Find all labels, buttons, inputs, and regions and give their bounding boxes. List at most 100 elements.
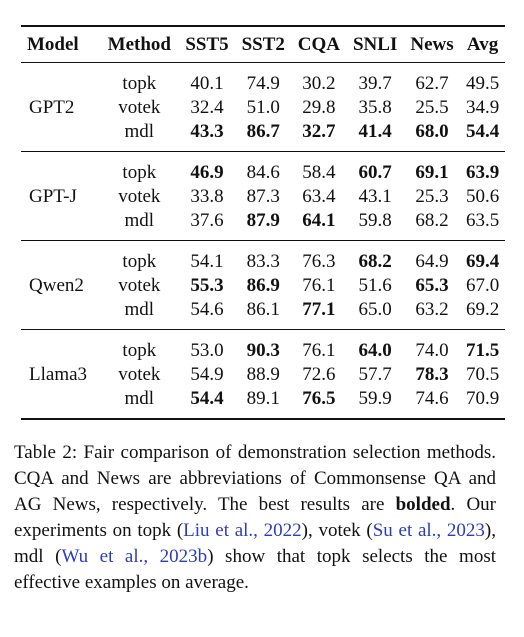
value-cell: 30.2 [291,62,347,96]
value-cell: 74.9 [235,62,292,96]
value-cell: 54.6 [190,299,224,320]
caption-text-5: ) show that topk selects the most effect… [14,546,496,593]
value-cell: 87.3 [246,186,280,207]
method-cell: votek [118,97,161,118]
header-method: Method [107,34,171,55]
table-row: topk 40.1 74.9 30.2 39.7 62.7 49.5 [21,62,505,96]
value-cell: 37.6 [190,210,224,231]
caption-text-4: ), mdl ( [14,520,496,567]
method-cell: votek [118,275,161,296]
value-cell: 64.9 [403,240,461,274]
value-cell: 63.5 [465,210,500,231]
table-body: topk 40.1 74.9 30.2 39.7 62.7 49.5 GPT2 votek 32.… [21,62,505,419]
table-row: mdl 54.6 86.1 77.1 65.0 63.2 69.2 [21,298,505,330]
value-cell: 68.2 [415,210,449,231]
table-row: mdl 43.3 86.7 32.7 41.4 68.0 54.4 [21,120,505,152]
value-cell: 29.8 [302,97,336,118]
value-cell: 25.3 [415,186,449,207]
value-cell: 69.2 [465,299,500,320]
header-snli: SNLI [352,34,398,55]
value-cell: 32.4 [190,97,224,118]
value-cell: 59.9 [358,388,392,409]
value-cell: 63.2 [415,299,449,320]
value-cell: 88.9 [246,364,280,385]
caption-bolded-word: bolded [395,494,451,515]
citation-liu-2022[interactable]: Liu et al., 2022 [183,520,302,541]
value-cell: 62.7 [403,62,461,96]
value-cell: 65.0 [358,299,392,320]
value-cell: 76.3 [291,240,347,274]
value-cell: 43.3 [190,121,224,142]
model-cell: Qwen2 [29,275,84,296]
value-cell: 64.0 [346,329,404,363]
value-cell: 90.3 [235,329,292,363]
model-cell [21,298,100,330]
method-cell: topk [99,240,179,274]
value-cell: 83.3 [235,240,292,274]
model-cell [21,120,100,152]
method-cell: votek [118,364,161,385]
model-cell [21,387,100,419]
model-cell [21,240,100,274]
header-news: News [410,34,454,55]
value-cell: 25.5 [415,97,449,118]
results-table-container: Model Method SST5 SST2 CQA SNLI News Avg… [21,25,505,420]
value-cell: 59.8 [358,210,392,231]
model-cell [21,151,100,185]
model-cell [21,62,100,96]
model-cell: GPT-J [29,186,77,207]
table-row: Qwen2 votek 55.3 86.9 76.1 51.6 65.3 67.0 [21,274,505,298]
method-cell: mdl [124,388,155,409]
value-cell: 57.7 [358,364,392,385]
value-cell: 76.1 [291,329,347,363]
value-cell: 33.8 [190,186,224,207]
value-cell: 55.3 [190,275,224,296]
table-row: topk 54.1 83.3 76.3 68.2 64.9 69.4 [21,240,505,274]
table-row: mdl 37.6 87.9 64.1 59.8 68.2 63.5 [21,209,505,241]
value-cell: 86.7 [246,121,280,142]
value-cell: 34.9 [465,97,500,118]
value-cell: 74.0 [403,329,461,363]
value-cell: 32.7 [302,121,336,142]
value-cell: 58.4 [291,151,347,185]
table-row: topk 46.9 84.6 58.4 60.7 69.1 63.9 [21,151,505,185]
value-cell: 43.1 [358,186,392,207]
value-cell: 86.1 [246,299,280,320]
value-cell: 39.7 [346,62,404,96]
model-cell [21,329,100,363]
value-cell: 54.9 [190,364,224,385]
caption-text-3: ), votek ( [301,520,373,541]
value-cell: 68.0 [415,121,449,142]
table-header-row: Model Method SST5 SST2 CQA SNLI News Avg [21,26,505,63]
value-cell: 40.1 [178,62,236,96]
value-cell: 77.1 [302,299,336,320]
caption-text-2: . Our experiments on topk ( [14,494,496,541]
value-cell: 64.1 [302,210,336,231]
value-cell: 69.1 [403,151,461,185]
citation-su-2023[interactable]: Su et al., 2023 [372,520,485,541]
citation-wu-2023b[interactable]: Wu et al., 2023b [61,546,208,567]
value-cell: 68.2 [346,240,404,274]
value-cell: 46.9 [178,151,236,185]
value-cell: 63.4 [302,186,336,207]
value-cell: 41.4 [358,121,392,142]
value-cell: 72.6 [302,364,336,385]
caption-text-1: Table 2: Fair comparison of demonstratio… [14,442,496,515]
value-cell: 50.6 [465,186,500,207]
method-cell: topk [99,62,179,96]
table-row: GPT-J votek 33.8 87.3 63.4 43.1 25.3 50.6 [21,185,505,209]
value-cell: 51.0 [246,97,280,118]
value-cell: 54.4 [465,121,500,142]
value-cell: 78.3 [415,364,449,385]
header-cqa: CQA [297,34,341,55]
table-row: topk 53.0 90.3 76.1 64.0 74.0 71.5 [21,329,505,363]
value-cell: 70.9 [465,388,500,409]
value-cell: 65.3 [415,275,449,296]
value-cell: 70.5 [465,364,500,385]
value-cell: 76.5 [302,388,336,409]
value-cell: 67.0 [465,275,500,296]
method-cell: mdl [124,299,155,320]
table-caption: Table 2: Fair comparison of demonstratio… [14,440,496,596]
value-cell: 74.6 [415,388,449,409]
value-cell: 60.7 [346,151,404,185]
